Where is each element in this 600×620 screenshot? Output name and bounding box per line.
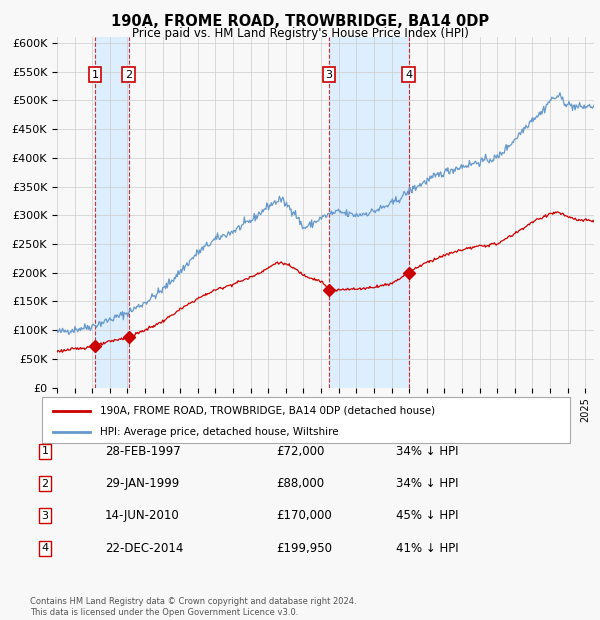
Text: £72,000: £72,000 [276,445,325,458]
Text: 29-JAN-1999: 29-JAN-1999 [105,477,179,490]
Text: 1: 1 [41,446,49,456]
Text: 45% ↓ HPI: 45% ↓ HPI [396,510,458,522]
Text: 34% ↓ HPI: 34% ↓ HPI [396,445,458,458]
Text: 2: 2 [125,69,133,79]
Text: 1: 1 [92,69,98,79]
Bar [329,37,409,387]
Text: 4: 4 [405,69,412,79]
Text: 14-JUN-2010: 14-JUN-2010 [105,510,180,522]
Text: 41% ↓ HPI: 41% ↓ HPI [396,542,458,554]
Text: 190A, FROME ROAD, TROWBRIDGE, BA14 0DP: 190A, FROME ROAD, TROWBRIDGE, BA14 0DP [111,14,489,29]
Text: £88,000: £88,000 [276,477,324,490]
Text: HPI: Average price, detached house, Wiltshire: HPI: Average price, detached house, Wilt… [100,427,339,436]
Text: 4: 4 [41,543,49,553]
Text: 28-FEB-1997: 28-FEB-1997 [105,445,181,458]
Text: Price paid vs. HM Land Registry's House Price Index (HPI): Price paid vs. HM Land Registry's House … [131,27,469,40]
Text: 34% ↓ HPI: 34% ↓ HPI [396,477,458,490]
Text: £170,000: £170,000 [276,510,332,522]
Text: 190A, FROME ROAD, TROWBRIDGE, BA14 0DP (detached house): 190A, FROME ROAD, TROWBRIDGE, BA14 0DP (… [100,405,435,416]
Text: 3: 3 [41,511,49,521]
Text: £199,950: £199,950 [276,542,332,554]
Text: 3: 3 [326,69,332,79]
Text: 22-DEC-2014: 22-DEC-2014 [105,542,184,554]
Bar [95,37,129,387]
Text: 2: 2 [41,479,49,489]
Text: Contains HM Land Registry data © Crown copyright and database right 2024.
This d: Contains HM Land Registry data © Crown c… [30,598,356,617]
